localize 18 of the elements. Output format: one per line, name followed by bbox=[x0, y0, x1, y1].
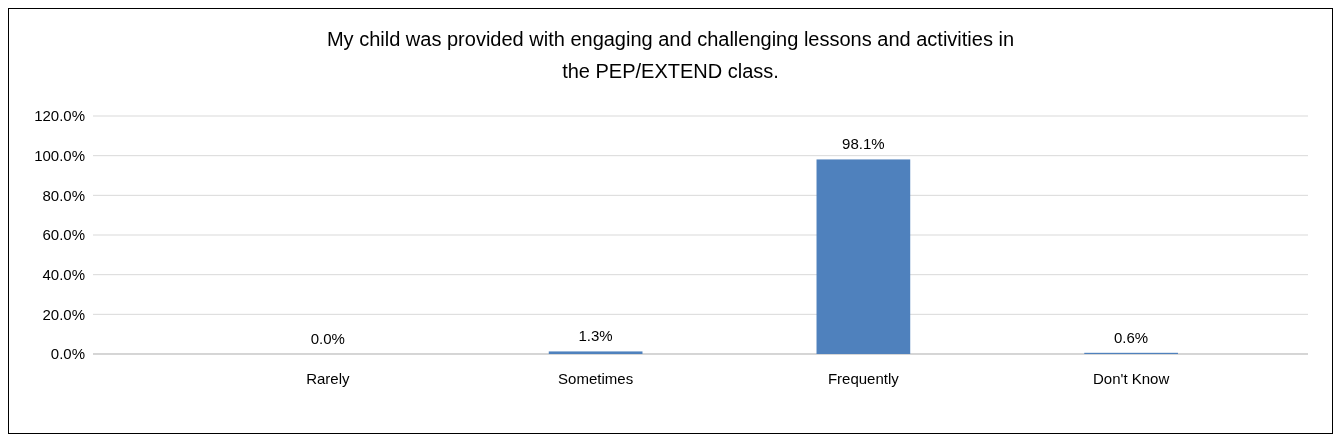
y-tick-label: 20.0% bbox=[42, 305, 85, 323]
chart-title: My child was provided with engaging and challenging lessons and activities in the PEP/EXTEND class. bbox=[326, 28, 1015, 82]
y-tick-label: 120.0% bbox=[34, 107, 85, 125]
data-label: 0.6% bbox=[1114, 328, 1149, 346]
bar bbox=[816, 159, 911, 354]
x-tick-label: Rarely bbox=[306, 370, 351, 387]
y-tick-label: 60.0% bbox=[42, 226, 85, 244]
y-tick-label: 100.0% bbox=[34, 146, 85, 164]
data-label: 1.3% bbox=[578, 327, 613, 345]
data-label: 0.0% bbox=[310, 330, 345, 347]
bar bbox=[548, 351, 643, 354]
x-tick-label: Frequently bbox=[827, 370, 900, 387]
y-tick-label: 40.0% bbox=[42, 265, 85, 283]
y-tick-label: 0.0% bbox=[50, 345, 85, 363]
data-label: 98.1% bbox=[842, 135, 885, 153]
x-tick-label: Don't Know bbox=[1093, 370, 1170, 387]
x-tick-label: Sometimes bbox=[558, 370, 634, 387]
y-tick-label: 80.0% bbox=[42, 186, 85, 204]
